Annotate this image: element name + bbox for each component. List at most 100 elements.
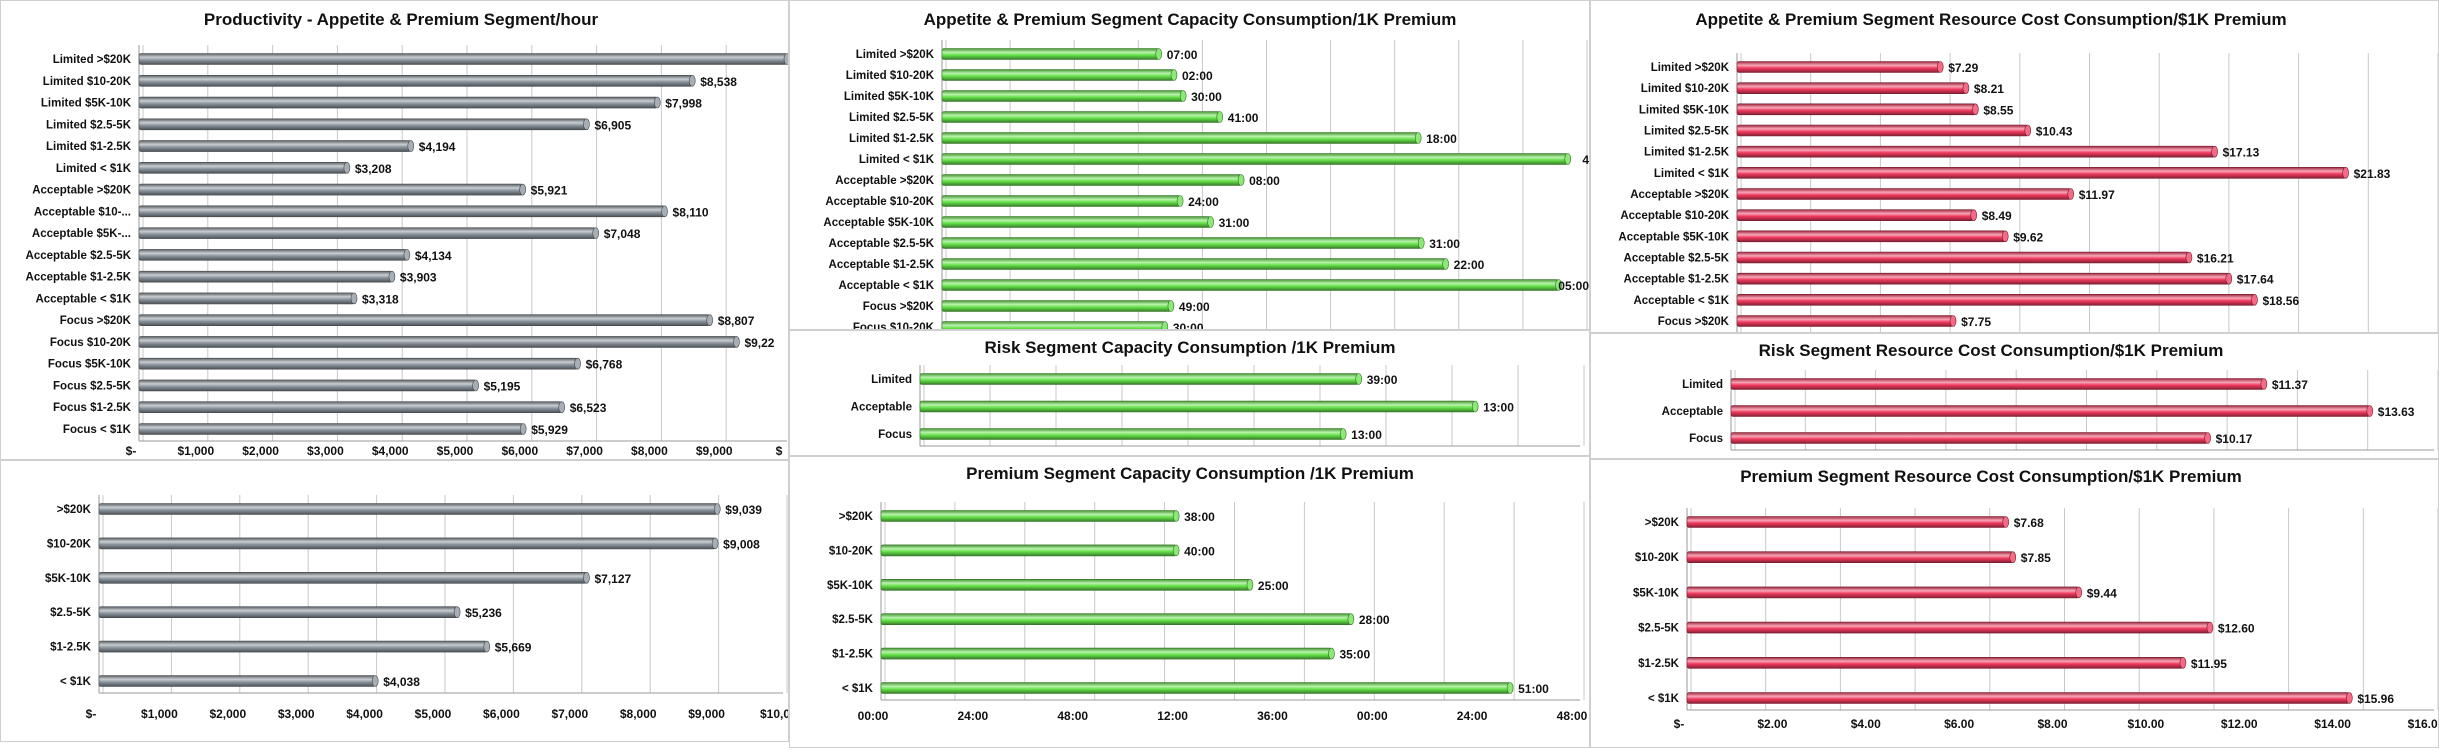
x-axis-ticks: $- $2.00 $4.00 $6.00 $8.00 $10.00 $12.00 $14.00… (1674, 717, 2438, 731)
category-label: Acceptable $5K-10K (1618, 231, 1729, 243)
bar-group: $1-2.5K $5,669 (50, 641, 532, 655)
bar-group: >$20K $9,039 (57, 503, 763, 517)
chart-title: Risk Segment Resource Cost Consumption/$… (1759, 341, 2224, 360)
bar-group: $5K-10K $7,127 (45, 572, 632, 586)
category-label: Limited $2.5-5K (849, 112, 935, 124)
bar (919, 373, 1360, 385)
data-label: $21.83 (2354, 167, 2391, 181)
tick-label: $2,000 (242, 444, 279, 458)
bar (1736, 209, 1975, 221)
bar-group: Acceptable $2.5-5K $4,134 (26, 249, 452, 263)
bar-group: Limited 39:00 (871, 373, 1398, 387)
bar (1736, 251, 2190, 264)
bar-cap (483, 640, 491, 653)
bar-cap (1167, 300, 1175, 312)
bar-cap (1564, 153, 1572, 165)
category-label: Limited >$20K (1651, 62, 1730, 74)
bar-cap (2206, 621, 2214, 634)
chart-cost-risk: Risk Segment Resource Cost Consumption/$… (1662, 341, 2438, 451)
category-label: < $1K (1648, 693, 1680, 705)
bar-group: Acceptable $1-2.5K $3,903 (26, 271, 437, 285)
bar-group: Acceptable >$20K $11.97 (1630, 188, 2115, 202)
chart-panel-cost-appetite: Appetite & Premium Segment Resource Cost… (1590, 0, 2439, 333)
bar (138, 249, 408, 261)
bar-group: $2.5-5K $12.60 (1638, 622, 2255, 636)
bar (1686, 586, 2080, 599)
category-label: Acceptable $1-2.5K (829, 259, 935, 271)
category-label: $5K-10K (1633, 587, 1680, 599)
tick-label: $7,000 (566, 444, 603, 458)
bar-group: Limited $1-2.5K $17.13 (1644, 146, 2260, 160)
bar-group: Focus $10.17 (1689, 432, 2253, 446)
bar-cap (1246, 579, 1254, 591)
bar-cap (1328, 647, 1335, 660)
data-label: $8,110 (673, 205, 709, 219)
bar (1736, 82, 1967, 94)
bar (138, 270, 393, 283)
bar-cap (583, 118, 590, 131)
bar-group: Limited $5K-10K $8.55 (1639, 103, 2014, 117)
category-label: Limited < $1K (56, 163, 132, 175)
bar-group: $10-20K 40:00 (829, 544, 1215, 558)
category-label: $10-20K (47, 538, 92, 550)
category-label: $10-20K (1635, 552, 1680, 564)
category-label: Limited $2.5-5K (46, 119, 132, 131)
data-label: 24:00 (1188, 195, 1219, 209)
data-label: 31:00 (1219, 216, 1250, 230)
tick-label: $10,0 (760, 707, 789, 721)
category-label: Focus >$20K (1658, 316, 1730, 328)
bar-cap (2211, 145, 2218, 158)
tick-label: $6.00 (1944, 717, 1974, 731)
bar-group: Acceptable $2.5-5K 31:00 (829, 237, 1461, 251)
bar-cap (1949, 315, 1957, 327)
bar (138, 183, 523, 196)
bar-group: Acceptable $5K-... $7,048 (32, 227, 641, 241)
bar-cap (1355, 373, 1363, 385)
data-label: 30:00 (1173, 321, 1204, 330)
tick-label: $ (776, 444, 783, 458)
category-label: Limited $1-2.5K (849, 133, 935, 145)
data-label: $3,318 (362, 292, 399, 306)
bar-group: Limited $5K-10K $7,998 (41, 97, 702, 111)
category-label: Acceptable $2.5-5K (1624, 253, 1730, 265)
data-label: $7,048 (604, 227, 641, 241)
tick-label: $1,000 (141, 707, 178, 721)
bar (98, 606, 458, 618)
data-label: $6,768 (586, 358, 623, 372)
bar-group: Acceptable $10-20K 24:00 (825, 195, 1219, 209)
bar-group: Focus $1-2.5K $6,523 (53, 401, 607, 415)
bar-group: >$20K 38:00 (839, 510, 1215, 524)
bar-cap (2204, 432, 2211, 444)
tick-label: $7,000 (551, 707, 588, 721)
chart-title: Risk Segment Capacity Consumption /1K Pr… (985, 338, 1396, 357)
data-label: 30:00 (1191, 90, 1222, 104)
bar (1686, 692, 2350, 704)
tick-label: $3,000 (278, 707, 315, 721)
category-label: Acceptable $10-20K (825, 196, 934, 208)
tick-label: $4.00 (1851, 717, 1881, 731)
bar-group: Limited $10-20K $8.21 (1641, 82, 2004, 96)
bar (98, 537, 716, 550)
bar-cap (2346, 692, 2353, 704)
bar-group: >$20K $7.68 (1645, 516, 2044, 530)
bar-group: Limited >$20K 07:00 (856, 48, 1198, 62)
bar (941, 90, 1184, 102)
bar (1730, 432, 2208, 444)
category-label: Acceptable $2.5-5K (26, 250, 132, 262)
tick-label: 00:00 (1357, 709, 1388, 723)
bar-group: Acceptable >$20K 08:00 (835, 174, 1280, 188)
bar-cap (1972, 103, 1979, 116)
chart-title: Appetite & Premium Segment Resource Cost… (1695, 10, 2286, 29)
category-label: Limited >$20K (53, 54, 132, 66)
category-label: Acceptable < $1K (838, 280, 934, 292)
bar-group: Limited $10-20K 02:00 (846, 69, 1213, 83)
data-label: $4,134 (415, 249, 452, 263)
bar-cap (1555, 279, 1562, 291)
bar-group: $2.5-5K 28:00 (832, 613, 1390, 627)
bar (1730, 405, 2371, 417)
tick-label: 12:00 (1157, 709, 1188, 723)
gridlines (880, 502, 1585, 701)
tick-label: $3,000 (307, 444, 344, 458)
bar-group: $2.5-5K $5,236 (50, 606, 502, 620)
bar-group: Acceptable < $1K $3,318 (35, 292, 399, 306)
